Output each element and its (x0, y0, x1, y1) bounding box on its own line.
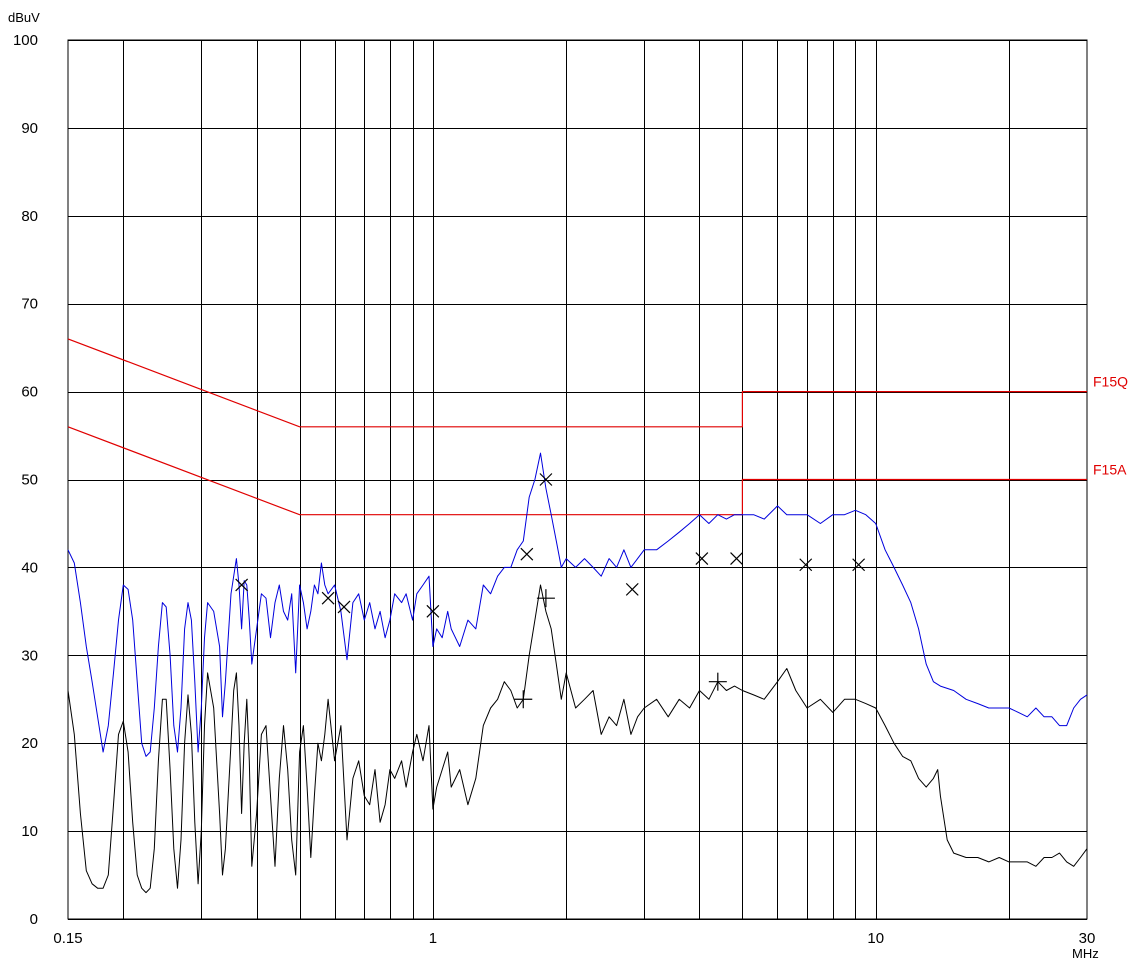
y-tick-label: 100 (13, 32, 38, 49)
marker-x-stroke (539, 473, 553, 486)
marker-x (799, 558, 813, 572)
y-tick-label: 0 (30, 911, 38, 928)
marker-x (337, 600, 351, 614)
x-tick-label: 0.15 (53, 930, 82, 947)
marker-x (426, 604, 440, 618)
y-tick-label: 60 (21, 384, 38, 401)
y-tick-label: 40 (21, 559, 38, 576)
marker-x-stroke (235, 578, 249, 592)
marker-plus (514, 690, 533, 709)
marker-x (520, 547, 534, 561)
y-tick-label: 90 (21, 120, 38, 137)
marker-x (235, 578, 249, 592)
marker-x (625, 582, 639, 596)
marker-x (539, 473, 553, 486)
y-tick-label: 10 (21, 823, 38, 840)
x-tick-label: 30 (1079, 930, 1096, 947)
y-tick-label: 50 (21, 472, 38, 489)
measurement-traces (67, 452, 1088, 894)
marker-x-stroke (799, 558, 813, 572)
marker-x-stroke (730, 552, 743, 566)
axis-labels: dBuV MHz 0 10 20 30 40 50 60 70 80 90 100 0.15 1 10 30 (8, 10, 1099, 961)
marker-plus (708, 672, 727, 691)
marker-x-stroke (321, 591, 335, 605)
limit-label-f15a: F15A (1093, 462, 1127, 478)
limit-line-f15q (67, 338, 1087, 428)
y-tick-label: 70 (21, 296, 38, 313)
limit-line-f15a (67, 426, 1087, 516)
marker-x (321, 591, 335, 605)
marker-x (852, 558, 866, 572)
marker-x-stroke (520, 547, 534, 561)
marker-x (695, 552, 709, 566)
y-tick-label: 80 (21, 208, 38, 225)
y-unit-label: dBuV (8, 10, 40, 25)
limit-label-f15q: F15Q (1093, 374, 1128, 390)
marker-x-stroke (426, 604, 440, 618)
marker-x-stroke (695, 552, 709, 566)
x-tick-label: 10 (867, 930, 884, 947)
x-tick-label: 1 (429, 930, 437, 947)
marker-x-stroke (625, 582, 639, 596)
limit-lines: F15Q F15A (67, 338, 1128, 516)
markers (235, 473, 866, 709)
marker-x-stroke (852, 558, 866, 572)
marker-x-stroke (337, 600, 351, 614)
y-tick-label: 20 (21, 735, 38, 752)
marker-plus (536, 589, 555, 608)
marker-x (730, 552, 743, 566)
peak-trace (67, 452, 1088, 757)
x-unit-label: MHz (1072, 946, 1099, 961)
average-trace (67, 584, 1088, 894)
y-tick-label: 30 (21, 647, 38, 664)
